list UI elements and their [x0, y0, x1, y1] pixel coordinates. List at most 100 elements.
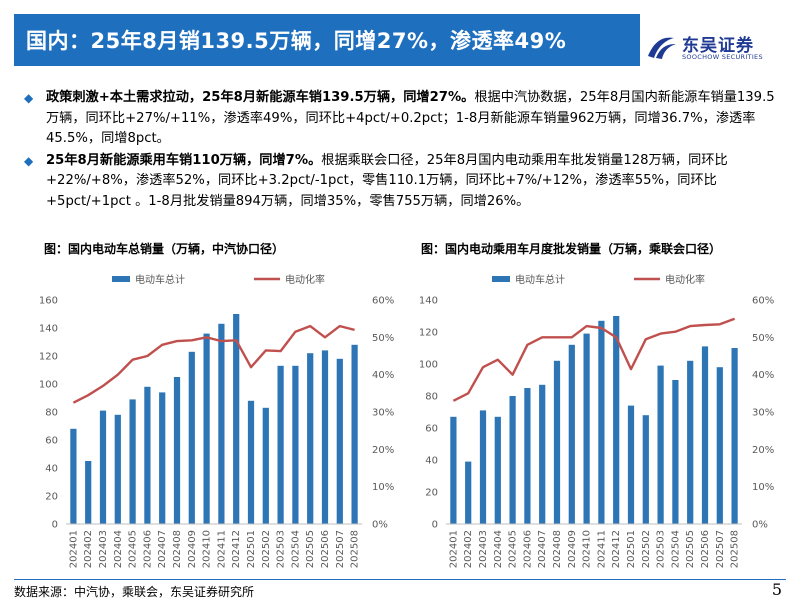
bar: [716, 367, 723, 524]
x-axis-tick-label: 202406: [522, 530, 533, 568]
bar: [642, 415, 649, 524]
bar: [99, 410, 107, 524]
bar: [336, 358, 343, 524]
chart-title: 图：国内电动车总销量（万辆，中汽协口径）: [44, 242, 285, 256]
x-axis-tick-label: 202507: [715, 530, 726, 568]
bar: [687, 360, 694, 524]
x-axis-tick-label: 202504: [670, 530, 681, 568]
logo-text-en: SOOCHOW SECURITIES: [682, 53, 763, 61]
x-axis-tick-label: 202504: [290, 530, 301, 568]
diamond-bullet-icon: ◆: [24, 91, 34, 105]
bar: [70, 428, 77, 524]
bar: [129, 399, 136, 524]
bullet-list: ◆ 政策刺激+本土需求拉动，25年8月新能源车销139.5万辆，同增27%。根据…: [24, 88, 784, 213]
bar: [479, 410, 487, 524]
bar: [321, 350, 329, 524]
left-axis-tick-label: 60: [425, 424, 438, 435]
x-axis-tick-label: 202403: [478, 530, 489, 568]
bullet-heading: 25年8月新能源乘用车销110万辆，同增7%。: [46, 152, 322, 168]
x-axis-tick-label: 202505: [685, 530, 696, 568]
bullet-text: 根据中汽协数据，25年8月国内新能源车销量139.5万辆，同环比+27%/+11…: [46, 90, 775, 146]
right-axis-tick-label: 50%: [752, 333, 774, 344]
right-axis-tick-label: 50%: [372, 333, 394, 344]
bar: [351, 344, 358, 524]
left-axis-tick-label: 40: [45, 464, 58, 475]
x-axis-tick-label: 202503: [656, 530, 667, 568]
x-axis-tick-label: 202402: [83, 530, 94, 568]
bar: [583, 333, 590, 524]
left-axis-tick-label: 80: [425, 392, 438, 403]
left-axis-tick-label: 80: [45, 408, 58, 419]
left-axis-tick-label: 140: [39, 324, 58, 335]
bullet-item: ◆ 25年8月新能源乘用车销110万辆，同增7%。根据乘联会口径，25年8月国内…: [24, 151, 784, 213]
left-axis-tick-label: 20: [425, 488, 438, 499]
x-axis-tick-label: 202408: [552, 530, 563, 568]
legend-bar-swatch: [492, 276, 510, 282]
x-axis-tick-label: 202405: [128, 530, 139, 568]
right-axis-tick-label: 20%: [752, 445, 774, 456]
bar: [598, 320, 605, 524]
chart-svg: 电动车总计 电动化率 0 20 40 60 80 100 120 140 160 0% 10% 20% 30…: [39, 273, 394, 568]
bar: [568, 344, 575, 524]
x-axis-tick-label: 202412: [231, 530, 242, 568]
bar: [450, 416, 457, 524]
left-axis-tick-label: 160: [39, 296, 58, 307]
left-axis-tick-label: 0: [52, 520, 58, 531]
bar: [509, 396, 516, 524]
bar: [465, 461, 472, 524]
right-axis-tick-label: 30%: [372, 408, 394, 419]
x-axis-tick-label: 202502: [641, 530, 652, 568]
soochow-logo-icon: [648, 37, 676, 59]
bar: [539, 384, 546, 524]
x-axis-tick-label: 202404: [493, 530, 504, 568]
x-axis-tick-label: 202508: [350, 530, 361, 568]
bar: [233, 314, 240, 524]
left-axis-tick-label: 20: [45, 492, 58, 503]
bar: [627, 405, 635, 524]
legend-label: 电动化率: [285, 273, 325, 286]
bar: [203, 333, 210, 524]
bar: [188, 351, 195, 524]
x-axis-tick-label: 202507: [335, 530, 346, 568]
left-axis-tick-label: 100: [419, 360, 438, 371]
chart-total-ev-sales: 电动车总计 电动化率 0 20 40 60 80 100 120 140 160 0% 10% 20% 30…: [28, 262, 398, 580]
legend-label: 电动车总计: [515, 273, 565, 286]
x-axis-tick-label: 202501: [246, 530, 257, 568]
logo-text-cn: 东吴证券: [682, 36, 754, 56]
x-axis-tick-label: 202403: [98, 530, 109, 568]
x-axis-tick-label: 202502: [261, 530, 272, 568]
x-axis-tick-label: 202503: [276, 530, 287, 568]
bar: [262, 407, 269, 524]
series-line: [452, 317, 736, 402]
left-axis-tick-label: 120: [419, 328, 438, 339]
bar: [85, 461, 92, 524]
left-axis-tick-label: 100: [39, 380, 58, 391]
x-axis-tick-label: 202407: [537, 530, 548, 568]
x-axis-tick-label: 202409: [187, 530, 198, 568]
legend-bar-swatch: [112, 276, 130, 282]
bar: [307, 353, 314, 524]
left-axis-tick-label: 60: [45, 436, 58, 447]
page-title: 国内：25年8月销139.5万辆，同增27%，渗透率49%: [26, 29, 567, 53]
x-axis-tick-label: 202506: [320, 530, 331, 568]
x-axis-tick-label: 202412: [611, 530, 622, 568]
right-axis-tick-label: 20%: [372, 445, 394, 456]
left-axis-tick-label: 0: [432, 520, 438, 531]
right-axis-tick-label: 0%: [372, 520, 388, 531]
right-axis-tick-label: 30%: [752, 408, 774, 419]
x-axis-tick-label: 202501: [626, 530, 637, 568]
bar: [731, 348, 738, 524]
x-axis-tick-label: 202505: [305, 530, 316, 568]
bar: [292, 365, 299, 524]
bar: [114, 414, 121, 524]
company-logo: 东吴证券 SOOCHOW SECURITIES: [644, 28, 794, 68]
x-axis-tick-label: 202411: [596, 530, 607, 568]
bar: [173, 377, 181, 524]
x-axis-tick-label: 202508: [730, 530, 741, 568]
x-axis-tick-label: 202408: [172, 530, 183, 568]
data-source: 数据来源：中汽协，乘联会，东吴证券研究所: [14, 585, 255, 599]
x-axis-tick-label: 202406: [142, 530, 153, 568]
chart-svg: 电动车总计 电动化率 0 20 40 60 80 100 120 140 0% 10% 20% 30% 40…: [419, 273, 774, 568]
bar: [553, 360, 561, 524]
legend-label: 电动车总计: [135, 273, 185, 286]
